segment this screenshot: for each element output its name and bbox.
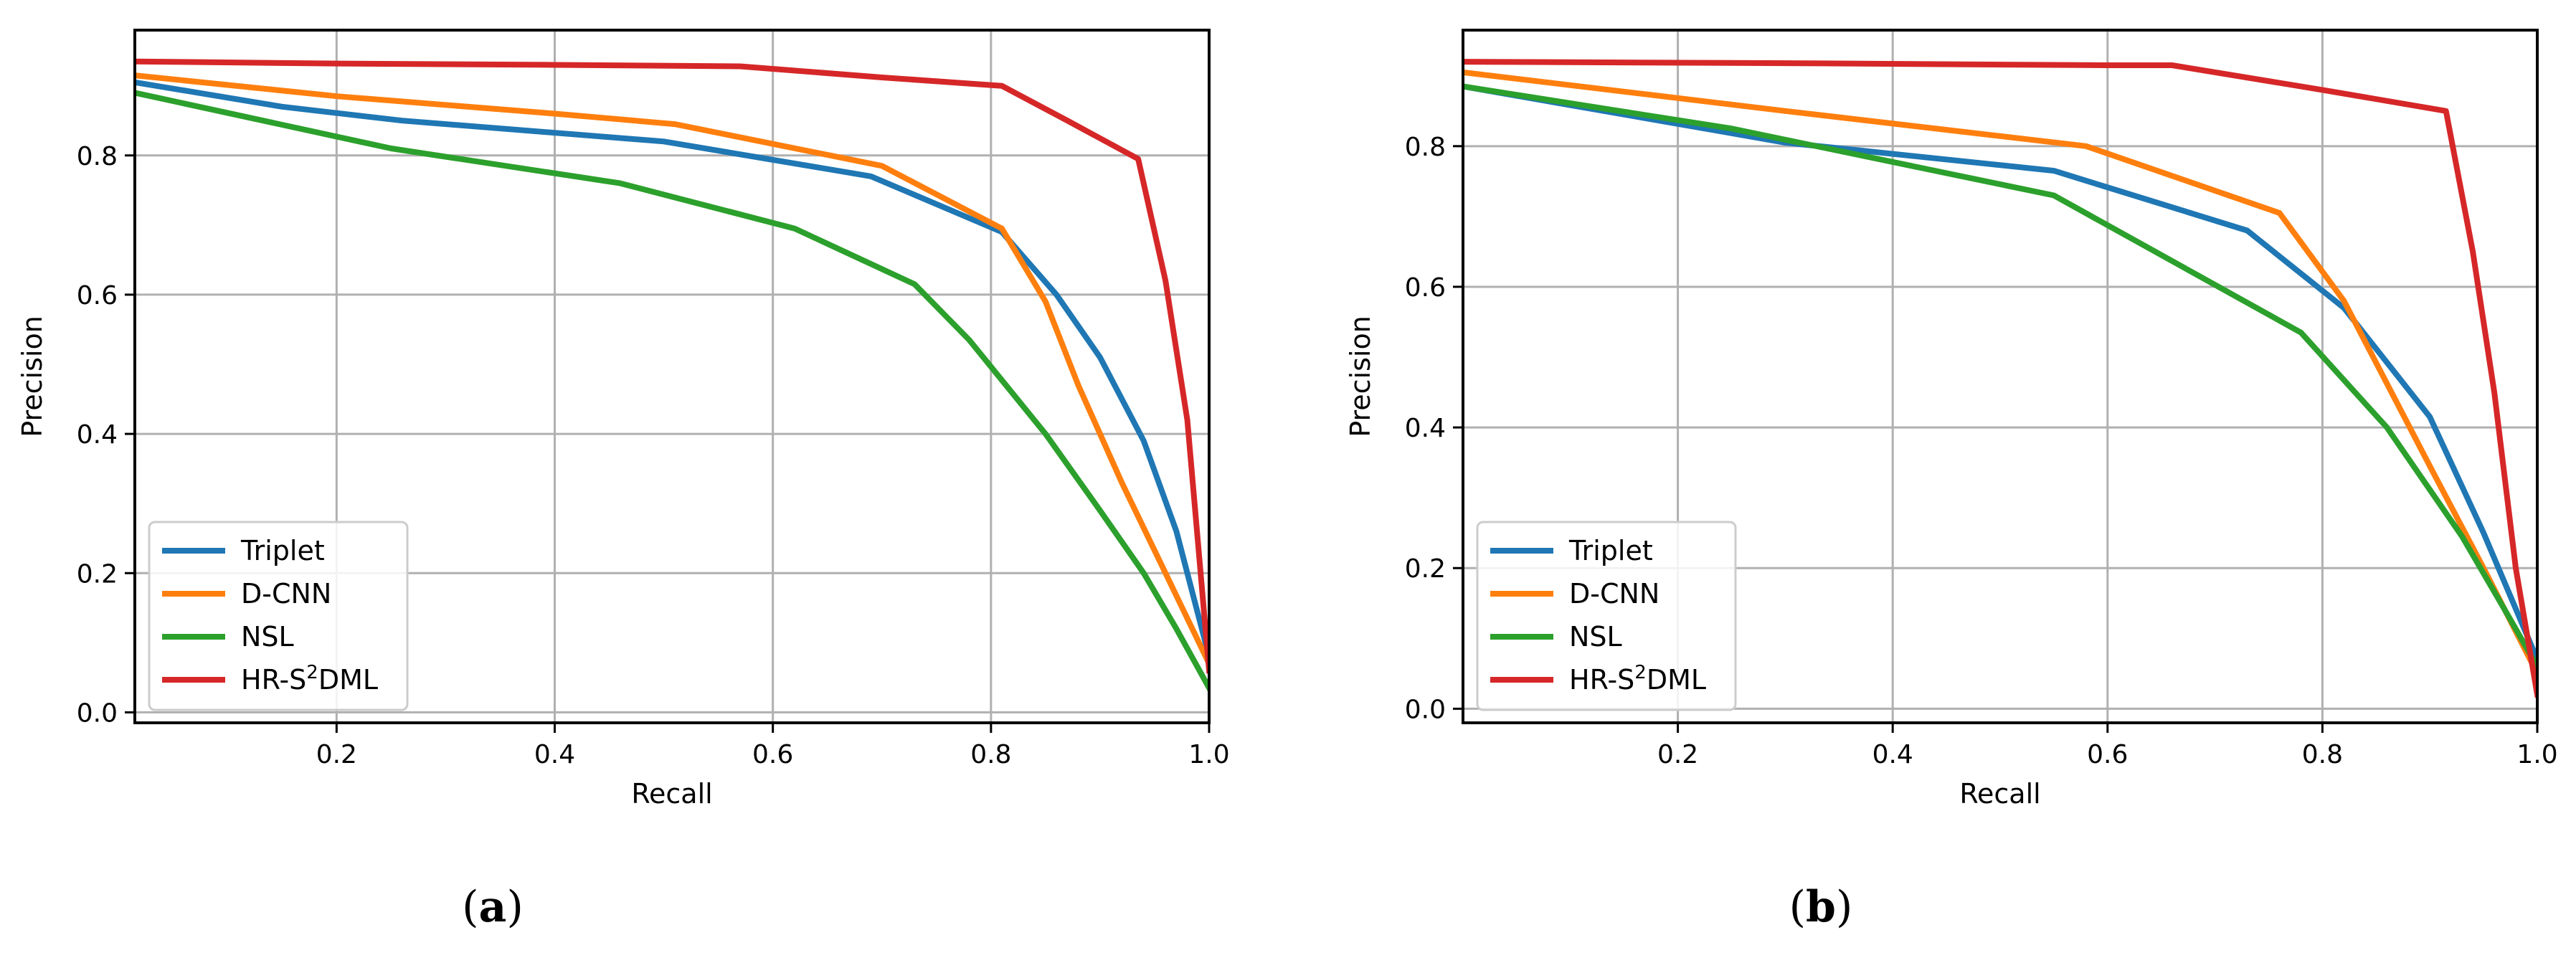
legend-box	[148, 521, 409, 711]
legend-label-text: HR-S	[241, 664, 306, 696]
y-tick-label: 0.8	[1405, 133, 1446, 162]
series-group	[135, 58, 1209, 692]
subfigure-caption: (a)	[462, 882, 524, 932]
x-tick-label: 1.0	[1188, 740, 1229, 769]
legend-label-superscript: 2	[1634, 662, 1647, 683]
series-line-d-cnn	[135, 72, 1209, 668]
caption-close-paren: )	[1836, 882, 1852, 932]
x-tick-label: 1.0	[2516, 740, 2557, 769]
legend: Triplet D-CNN NSL HR-S2DML	[148, 521, 409, 711]
legend-label-text: D-CNN	[1569, 578, 1659, 610]
y-tick-label: 0.0	[1405, 695, 1446, 724]
legend-label: HR-S2DML	[241, 662, 378, 696]
y-tick-label: 0.6	[77, 281, 118, 310]
x-tick-label: 0.8	[2302, 740, 2343, 769]
legend-label-text: HR-S	[1569, 664, 1634, 696]
caption-open-paren: (	[462, 882, 478, 932]
caption-open-paren: (	[1789, 882, 1806, 932]
caption-letter: a	[479, 882, 507, 932]
legend-label: D-CNN	[241, 578, 331, 610]
x-axis-title: Recall	[1959, 778, 2040, 810]
legend-label-text: D-CNN	[241, 578, 331, 610]
legend-label-superscript: 2	[306, 662, 318, 683]
x-tick-label: 0.6	[2087, 740, 2128, 769]
chart-a: 0.2 0.4 0.6 0.8 1.0 0.0 0.2 0.4 0.6 0.8 Recall Prec…	[16, 29, 1230, 932]
y-tick-label: 0.2	[77, 559, 118, 589]
legend-label: HR-S2DML	[1569, 662, 1706, 696]
legend: Triplet D-CNN NSL HR-S2DML	[1476, 521, 1737, 711]
legend-label: NSL	[1569, 621, 1622, 653]
x-tick-label: 0.6	[752, 740, 793, 769]
legend-label: NSL	[241, 621, 294, 653]
series-group	[1463, 59, 2537, 698]
legend-label: Triplet	[240, 535, 325, 566]
series-line-d-cnn	[1463, 69, 2537, 678]
axes-frame	[1462, 29, 2539, 724]
series-line-nsl	[1463, 83, 2537, 670]
legend-label-suffix: DML	[1647, 664, 1706, 696]
legend-label-text: Triplet	[240, 535, 325, 566]
legend-label-text: Triplet	[1568, 535, 1653, 566]
y-tick-label: 0.4	[77, 420, 118, 450]
chart-b: 0.2 0.4 0.6 0.8 1.0 0.0 0.2 0.4 0.6 0.8 Recall Prec…	[1345, 29, 2558, 932]
legend-label-text: NSL	[1569, 621, 1622, 653]
legend-box	[1476, 521, 1737, 711]
y-axis-title: Precision	[16, 316, 48, 437]
y-tick-label: 0.0	[77, 698, 118, 728]
legend-label: D-CNN	[1569, 578, 1659, 610]
x-tick-label: 0.8	[970, 740, 1011, 769]
subfigure-caption: (b)	[1789, 882, 1853, 932]
legend-label-suffix: DML	[318, 664, 378, 696]
legend-label: Triplet	[1568, 535, 1653, 566]
x-tick-label: 0.2	[1657, 740, 1698, 769]
x-tick-label: 0.4	[1872, 740, 1913, 769]
y-tick-label: 0.2	[1405, 554, 1446, 584]
y-tick-label: 0.6	[1405, 273, 1446, 303]
x-axis-title: Recall	[631, 778, 712, 810]
y-axis-title: Precision	[1345, 316, 1376, 437]
x-tick-label: 0.2	[316, 740, 357, 769]
caption-close-paren: )	[506, 882, 523, 932]
series-line-hr-s-dml	[1463, 59, 2537, 698]
y-tick-label: 0.4	[1405, 414, 1446, 443]
axes-frame	[133, 29, 1211, 724]
x-tick-label: 0.4	[534, 740, 575, 769]
series-line-hr-s-dml	[135, 58, 1209, 674]
series-line-nsl	[135, 90, 1209, 692]
legend-label-text: NSL	[241, 621, 294, 653]
y-tick-label: 0.8	[77, 142, 118, 171]
caption-letter: b	[1806, 882, 1836, 932]
